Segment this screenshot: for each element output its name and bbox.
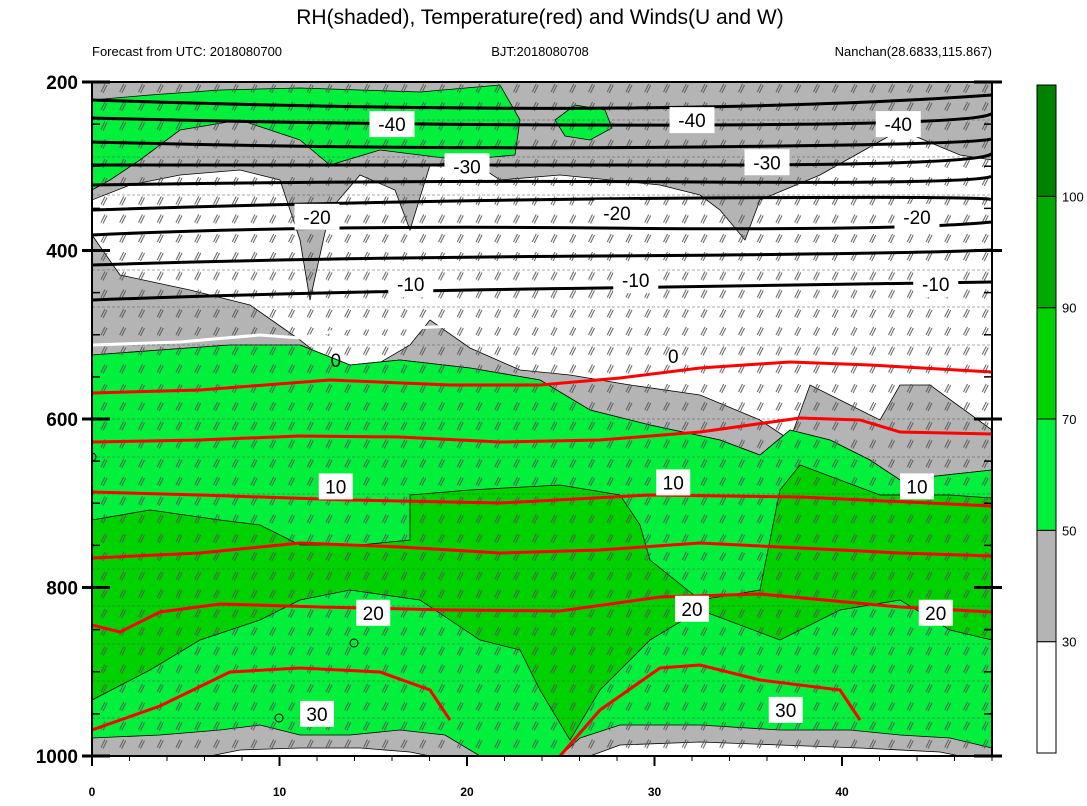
contour-label-text: -10 (397, 275, 424, 296)
x-tick-label: 10 (273, 785, 287, 799)
contour-label-text: -40 (885, 115, 912, 136)
contour-label-text: 20 (363, 604, 384, 625)
contour-label: -30 (444, 153, 490, 180)
colorbar-tick-label: 30 (1062, 635, 1076, 650)
y-tick-label: 400 (46, 242, 78, 263)
contour-label-text: 0 (330, 351, 341, 372)
contour-label: 0 (668, 347, 679, 368)
colorbar-swatch (1036, 84, 1057, 197)
x-tick-label: 20 (460, 785, 474, 799)
colorbar-swatch (1036, 195, 1057, 309)
isotherm-line (92, 136, 992, 150)
isotherm-line (92, 111, 992, 127)
contour-label: -10 (613, 267, 659, 294)
contour-label: -40 (669, 107, 715, 134)
bjt-subtitle: BJT:2018080708 (491, 44, 589, 59)
isotherm-line (92, 248, 992, 267)
contour-label-text: 30 (306, 705, 327, 726)
contour-label-text: -40 (378, 115, 405, 136)
colorbar-tick-label: 70 (1062, 412, 1076, 427)
y-tick-label: 600 (46, 410, 78, 431)
contour-label-text: 10 (906, 477, 927, 498)
isotherm-line (92, 280, 992, 302)
contour-label: -10 (913, 271, 959, 298)
contour-label-text: 0 (668, 347, 679, 368)
station-markers (92, 452, 359, 723)
x-tick-label: 0 (89, 785, 96, 799)
contour-label-text: 20 (925, 604, 946, 625)
contour-label: -30 (744, 149, 790, 176)
isotherm-line (92, 541, 992, 560)
contour-label-text: 30 (775, 701, 796, 722)
colorbar-tick-label: 100 (1062, 189, 1084, 204)
contour-label: -20 (594, 199, 640, 226)
contour-label-text: -40 (678, 111, 705, 132)
contour-label: 20 (356, 599, 391, 626)
contour-label: -40 (369, 111, 415, 138)
isotherm-line (92, 151, 992, 167)
isotherm-line (558, 663, 862, 756)
isotherm-line (92, 195, 992, 212)
contour-label: 0 (330, 351, 341, 372)
x-tick-label: 40 (835, 785, 849, 799)
contour-label-text: 20 (681, 600, 702, 621)
colorbar-swatch (1036, 641, 1057, 754)
forecast-subtitle: Forecast from UTC: 2018080700 (92, 44, 282, 59)
isotherm-line (92, 93, 992, 110)
colorbar: 30 50 70 90 100 (1036, 84, 1084, 754)
x-tick-label: 30 (648, 785, 662, 799)
plot-area: -40 -40 -40 -30 -30 -20 -20 -20 -10 -10 -10 0 0 10 10 1… (92, 82, 992, 756)
contour-label: 30 (768, 696, 803, 723)
isotherm-line (92, 173, 992, 187)
contour-label-text: -10 (922, 275, 949, 296)
colorbar-tick-label: 90 (1062, 301, 1076, 316)
isotherm-line (92, 592, 992, 634)
contour-label: -10 (388, 271, 434, 298)
contour-label: 20 (918, 599, 953, 626)
y-tick-label: 1000 (36, 747, 78, 768)
isotherm-line (92, 360, 992, 395)
contour-label-text: -20 (303, 208, 330, 229)
x-axis: 0 10 20 30 40 (89, 756, 993, 799)
contour-label: -20 (294, 203, 340, 230)
isotherm-line (92, 666, 452, 732)
contour-label: 10 (900, 473, 934, 500)
contour-label-text: -10 (622, 271, 649, 292)
contour-label: -40 (875, 111, 921, 138)
contour-label: 10 (656, 469, 691, 496)
contour-label: 20 (675, 595, 709, 622)
isotherm-line (92, 490, 992, 508)
colorbar-swatch (1036, 418, 1057, 531)
y-tick-label: 800 (46, 579, 78, 600)
isotherms-warm (92, 360, 992, 756)
isotherm-line (92, 416, 992, 444)
contour-label-text: -20 (903, 208, 930, 229)
y-tick-label: 200 (46, 73, 78, 94)
contour-label-text: -30 (453, 157, 480, 178)
contour-labels: -40 -40 -40 -30 -30 -20 -20 -20 -10 -10 -10 0 0 10 10 1… (294, 107, 959, 727)
colorbar-swatch (1036, 307, 1057, 420)
contour-label-text: 10 (663, 473, 684, 494)
colorbar-swatch (1036, 529, 1057, 643)
contour-label-text: -30 (753, 153, 780, 174)
station-subtitle: Nanchan(28.6833,115.867) (835, 44, 992, 59)
contour-label-text: -20 (603, 204, 630, 225)
contour-label-text: 10 (325, 477, 346, 498)
contour-label: -20 (894, 203, 940, 230)
colorbar-tick-label: 50 (1062, 523, 1076, 538)
chart-title: RH(shaded), Temperature(red) and Winds(U… (296, 6, 783, 29)
isotherm-zero (92, 323, 481, 347)
contour-label: 10 (318, 473, 353, 500)
contour-label: 30 (300, 700, 334, 727)
